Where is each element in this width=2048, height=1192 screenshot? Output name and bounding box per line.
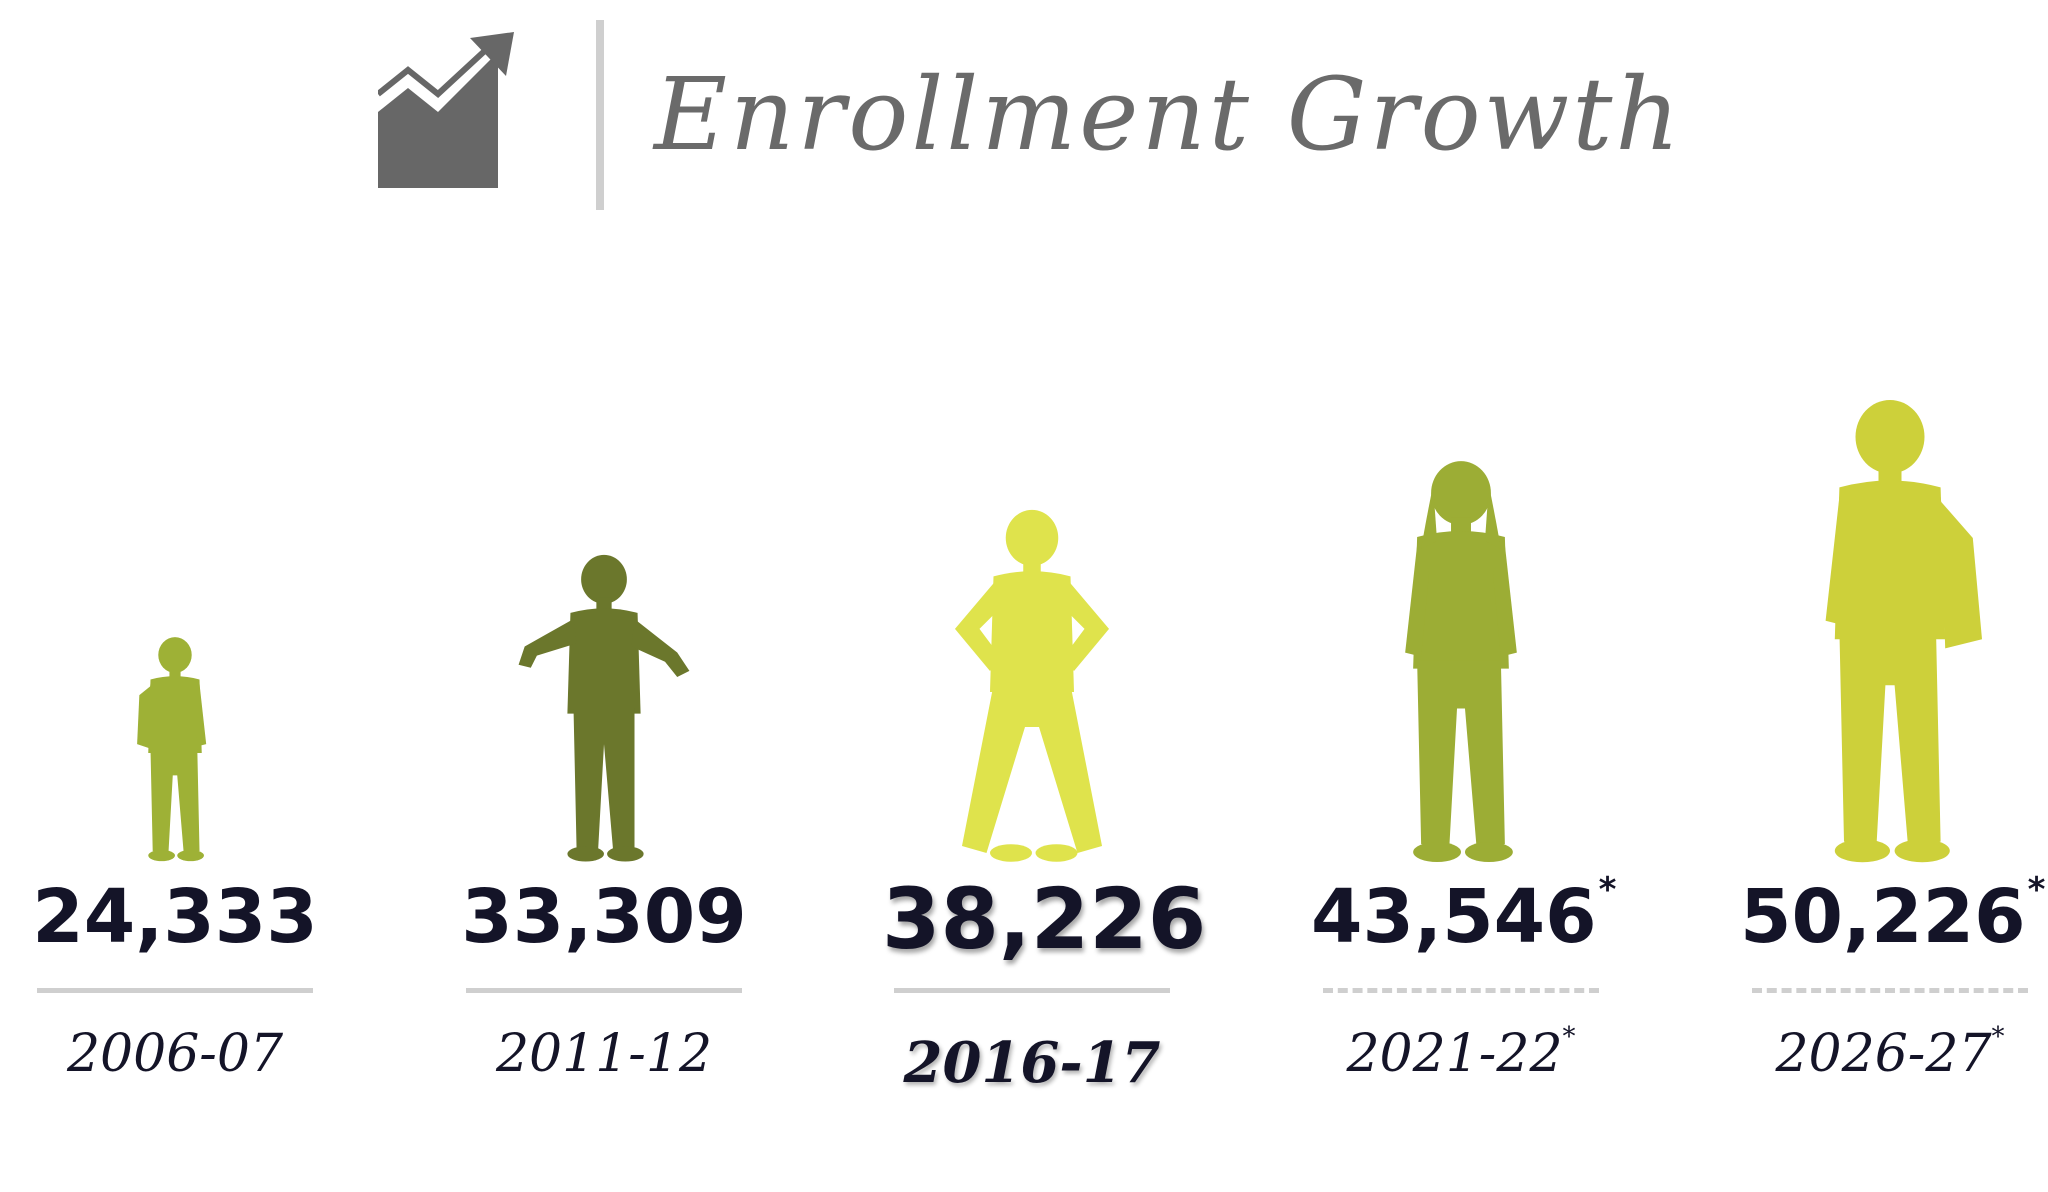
page-title: Enrollment Growth [654, 56, 1683, 173]
school-year-text: 2016-17 [903, 1030, 1161, 1096]
projected-marker: * [1562, 1022, 1576, 1052]
school-year-text: 2026-27 [1775, 1024, 1992, 1084]
value-underline [1752, 988, 2028, 993]
school-year-label: 2016-17 [882, 1030, 1182, 1096]
school-year-label: 2021-22* [1311, 1022, 1611, 1084]
enrollment-value: 38,226 [882, 870, 1206, 968]
enrollment-value-text: 50,226 [1740, 874, 2026, 960]
enrollment-value-text: 24,333 [32, 874, 318, 960]
enrollment-value: 43,546* [1311, 870, 1616, 960]
enrollment-value: 50,226* [1740, 870, 2045, 960]
header-divider [596, 20, 604, 210]
value-underline [37, 988, 313, 993]
projected-marker: * [2027, 870, 2046, 910]
school-year-label: 2011-12 [454, 1024, 754, 1084]
enrollment-value-text: 38,226 [882, 870, 1207, 968]
enrollment-value: 33,309 [454, 874, 754, 960]
young-man-with-backpack-icon [1825, 400, 1982, 863]
school-year-text: 2021-22 [1346, 1024, 1563, 1084]
teen-girl-walking-icon [1405, 461, 1517, 862]
figure-layer [137, 400, 1982, 863]
value-underline [466, 988, 742, 993]
projected-marker: * [1991, 1022, 2005, 1052]
enrollment-value-text: 43,546 [1311, 874, 1597, 960]
school-year-label: 2026-27* [1740, 1022, 2040, 1084]
school-year-label: 2006-07 [25, 1024, 325, 1084]
value-underline [894, 988, 1170, 993]
trend-up-chart-icon [378, 32, 514, 188]
child-with-backpack-icon [137, 637, 207, 862]
running-boy-icon [518, 554, 690, 862]
enrollment-value-text: 33,309 [461, 874, 747, 960]
value-underline [1323, 988, 1599, 993]
enrollment-value: 24,333 [25, 874, 325, 960]
school-year-text: 2006-07 [66, 1024, 284, 1084]
projected-marker: * [1598, 870, 1617, 910]
girl-hands-on-hips-icon [954, 509, 1110, 862]
header: Enrollment Growth [0, 0, 2048, 220]
school-year-text: 2011-12 [495, 1024, 713, 1084]
